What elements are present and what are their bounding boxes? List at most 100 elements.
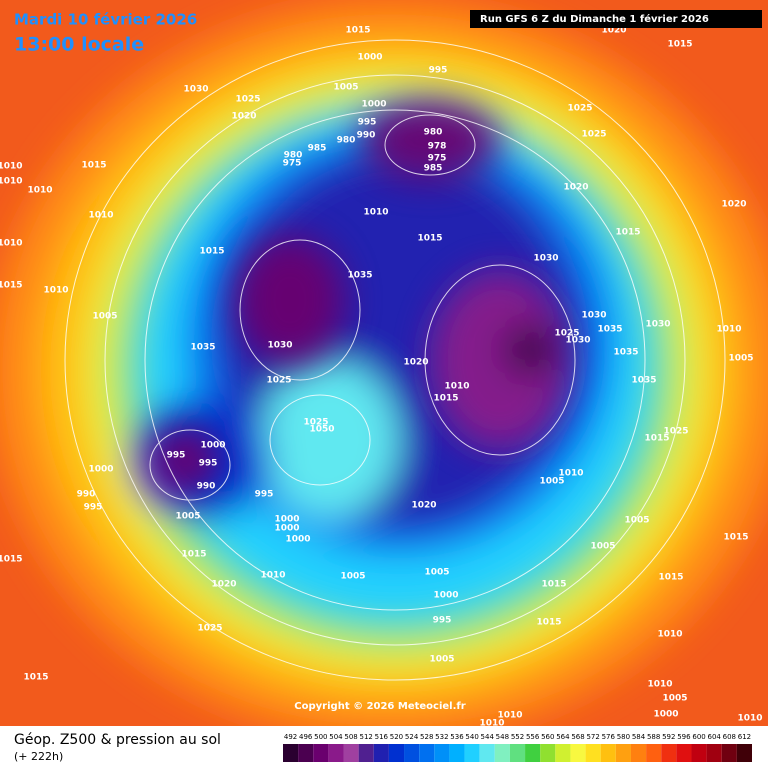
isobar-label: 1005 bbox=[424, 568, 449, 578]
isobar-label: 1035 bbox=[631, 376, 656, 386]
isobar-label: 995 bbox=[255, 490, 274, 500]
isobar-label: 995 bbox=[199, 459, 218, 469]
isobar-label: 1010 bbox=[657, 630, 682, 640]
isobar-label: 1015 bbox=[0, 281, 23, 291]
isobar-label: 1035 bbox=[190, 343, 215, 353]
isobar-label: 1020 bbox=[563, 183, 588, 193]
scale-label: 564 bbox=[556, 733, 570, 741]
scale-cell bbox=[313, 744, 329, 762]
isobar-label: 995 bbox=[167, 451, 186, 461]
isobar-label: 1020 bbox=[411, 501, 436, 511]
isobar-label: 1010 bbox=[43, 286, 68, 296]
isobar-label: 1020 bbox=[231, 112, 256, 122]
isobar-labels: 1015 102010151000995103010251005100010201… bbox=[0, 26, 765, 738]
isobar-label: 1010 bbox=[0, 177, 23, 187]
scale-cell bbox=[388, 744, 405, 762]
isobar-label: 1030 bbox=[183, 85, 208, 95]
isobar-label: 1010 bbox=[363, 208, 388, 218]
scale-label: 552 bbox=[511, 733, 524, 741]
scale-cell bbox=[630, 744, 647, 762]
map-time: 13:00 locale bbox=[14, 34, 144, 56]
isobar-label: 1025 bbox=[197, 624, 222, 634]
isobar-label: 1000 bbox=[274, 515, 299, 525]
scale-cell bbox=[676, 744, 692, 762]
scale-label: 520 bbox=[390, 733, 403, 741]
isobar-label: 1010 bbox=[260, 571, 285, 581]
scale-cell bbox=[479, 744, 495, 762]
isobar-label: 1000 bbox=[433, 591, 458, 601]
scale-label: 500 bbox=[314, 733, 327, 741]
scale-label: 576 bbox=[602, 733, 616, 741]
run-box bbox=[470, 10, 762, 28]
scale-label: 508 bbox=[344, 733, 357, 741]
isobar-label: 1015 bbox=[723, 533, 748, 543]
scale-cell bbox=[343, 744, 359, 762]
isobar-label: 1005 bbox=[92, 312, 117, 322]
isobar-label: 975 bbox=[428, 154, 447, 164]
copyright: Copyright © 2026 Meteociel.fr bbox=[294, 701, 465, 712]
isobar-label: 1010 bbox=[647, 680, 672, 690]
isobar-label: 1005 bbox=[728, 354, 753, 364]
isobar-label: 1005 bbox=[539, 477, 564, 487]
scale-label: 516 bbox=[375, 733, 389, 741]
scale-cell bbox=[373, 744, 389, 762]
isobar-label: 995 bbox=[358, 118, 377, 128]
isobar-label: 1010 bbox=[497, 711, 522, 721]
scale-label: 588 bbox=[647, 733, 660, 741]
isobar-label: 1010 bbox=[0, 162, 23, 172]
isobar-label: 995 bbox=[429, 66, 448, 76]
isobar-label: 1030 bbox=[533, 254, 558, 264]
isobar-label: 1015 bbox=[345, 26, 370, 36]
scale-cell bbox=[404, 744, 420, 762]
isobar-label: 1015 bbox=[644, 434, 669, 444]
scale-label: 492 bbox=[284, 733, 297, 741]
scale-cell bbox=[615, 744, 631, 762]
isobar-label: 1015 bbox=[199, 247, 224, 257]
isobar-label: 990 bbox=[197, 482, 216, 492]
scale-cell bbox=[736, 744, 752, 762]
scale-label: 504 bbox=[329, 733, 343, 741]
isobar-label: 1000 bbox=[285, 535, 310, 545]
isobar-label: 975 bbox=[283, 159, 302, 169]
isobar-label: 1000 bbox=[274, 524, 299, 534]
scale-label: 528 bbox=[420, 733, 433, 741]
scale-cell bbox=[494, 744, 510, 762]
isobar-label: 978 bbox=[428, 142, 447, 152]
isobar-label: 1005 bbox=[340, 572, 365, 582]
scale-label: 540 bbox=[465, 733, 478, 741]
isobar-label: 1025 bbox=[303, 418, 328, 428]
scale-cell bbox=[283, 744, 299, 762]
isobar-label: 1010 bbox=[27, 186, 52, 196]
scale-cell bbox=[449, 744, 465, 762]
scale-label: 584 bbox=[632, 733, 646, 741]
isobar-label: 980 bbox=[337, 136, 356, 146]
run-info: Run GFS 6 Z du Dimanche 1 février 2026 bbox=[480, 13, 709, 25]
scale-cell bbox=[691, 744, 707, 762]
scale-label: 608 bbox=[723, 733, 736, 741]
isobar-label: 1030 bbox=[267, 341, 292, 351]
scale-label: 536 bbox=[450, 733, 464, 741]
scale-cell bbox=[585, 744, 601, 762]
scale-label: 560 bbox=[541, 733, 554, 741]
scale-cell bbox=[706, 744, 722, 762]
isobar-label: 1000 bbox=[653, 710, 678, 720]
map-date: Mardi 10 février 2026 bbox=[14, 11, 197, 29]
scale-label: 612 bbox=[738, 733, 751, 741]
scale-label: 532 bbox=[435, 733, 448, 741]
scale-label: 604 bbox=[707, 733, 721, 741]
isobar-label: 1035 bbox=[597, 325, 622, 335]
scale-label: 496 bbox=[299, 733, 313, 741]
isobar-label: 1020 bbox=[601, 26, 626, 36]
isobar-label: 1025 bbox=[554, 329, 579, 339]
isobar-label: 990 bbox=[77, 490, 96, 500]
scale-cell bbox=[434, 744, 450, 762]
scale-cell bbox=[600, 744, 616, 762]
scale-label: 592 bbox=[662, 733, 675, 741]
isobar-label: 1015 bbox=[0, 555, 23, 565]
isobar-label: 1030 bbox=[565, 336, 590, 346]
isobar-label: 1035 bbox=[613, 348, 638, 358]
isobar-label: 1020 bbox=[721, 200, 746, 210]
scale-label: 524 bbox=[405, 733, 419, 741]
scale-label: 580 bbox=[617, 733, 630, 741]
isobar-label: 1010 bbox=[716, 325, 741, 335]
